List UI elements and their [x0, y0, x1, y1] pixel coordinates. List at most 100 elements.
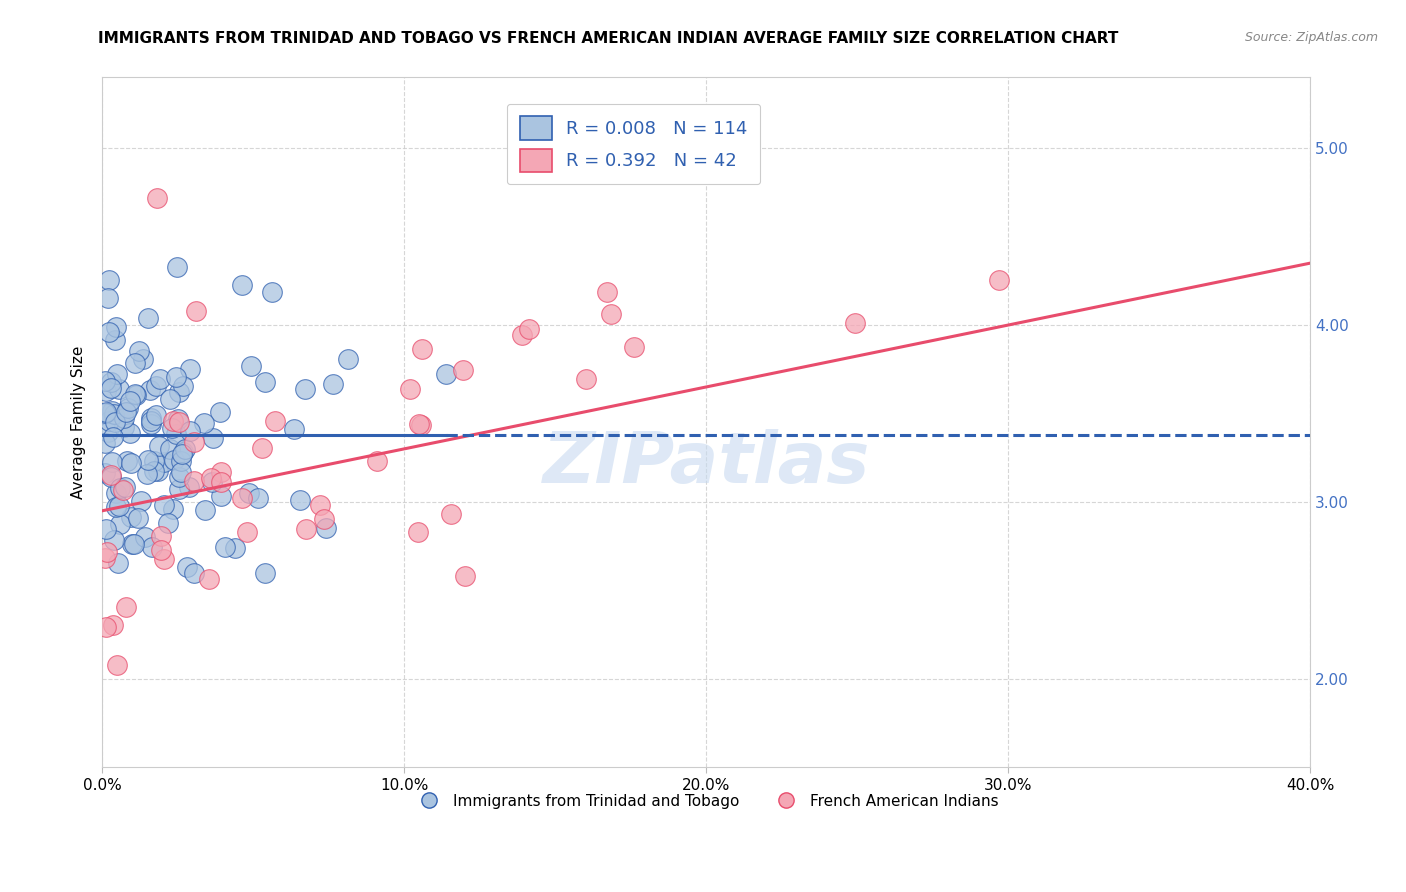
Point	[101, 430, 124, 444]
Point	[183, 566, 205, 580]
Point	[115, 599, 138, 614]
Point	[451, 363, 474, 377]
Point	[314, 512, 336, 526]
Point	[309, 498, 332, 512]
Point	[104, 415, 127, 429]
Point	[115, 454, 138, 468]
Point	[121, 537, 143, 551]
Point	[94, 384, 117, 398]
Point	[132, 351, 155, 366]
Point	[211, 489, 233, 503]
Point	[108, 499, 131, 513]
Point	[110, 482, 132, 496]
Point	[97, 326, 120, 340]
Point	[94, 374, 117, 388]
Point	[145, 379, 167, 393]
Point	[167, 412, 190, 426]
Point	[337, 351, 360, 366]
Point	[112, 420, 135, 434]
Point	[434, 367, 457, 381]
Point	[101, 455, 124, 469]
Point	[100, 468, 122, 483]
Point	[108, 383, 131, 397]
Point	[193, 502, 215, 516]
Point	[101, 403, 124, 417]
Point	[209, 465, 232, 479]
Point	[290, 493, 312, 508]
Point	[148, 439, 170, 453]
Point	[136, 453, 159, 467]
Point	[600, 307, 623, 321]
Point	[129, 493, 152, 508]
Point	[987, 273, 1010, 287]
Point	[253, 375, 276, 389]
Point	[159, 392, 181, 407]
Point	[149, 372, 172, 386]
Point	[153, 498, 176, 512]
Point	[411, 342, 433, 356]
Point	[120, 425, 142, 440]
Point	[96, 620, 118, 634]
Point	[366, 454, 388, 468]
Point	[98, 414, 121, 428]
Point	[105, 486, 128, 500]
Point	[100, 381, 122, 395]
Point	[100, 376, 122, 390]
Point	[510, 327, 533, 342]
Point	[170, 465, 193, 479]
Text: IMMIGRANTS FROM TRINIDAD AND TOBAGO VS FRENCH AMERICAN INDIAN AVERAGE FAMILY SIZ: IMMIGRANTS FROM TRINIDAD AND TOBAGO VS F…	[98, 31, 1119, 46]
Point	[184, 304, 207, 318]
Point	[135, 467, 157, 481]
Point	[411, 417, 433, 432]
Point	[172, 444, 194, 458]
Point	[172, 446, 194, 460]
Point	[120, 456, 142, 470]
Point	[149, 542, 172, 557]
Point	[162, 414, 184, 428]
Point	[94, 436, 117, 450]
Point	[162, 421, 184, 435]
Point	[145, 409, 167, 423]
Point	[94, 522, 117, 536]
Point	[177, 479, 200, 493]
Point	[254, 566, 277, 580]
Point	[294, 382, 316, 396]
Point	[231, 277, 253, 292]
Point	[179, 362, 201, 376]
Point	[283, 422, 305, 436]
Text: Source: ZipAtlas.com: Source: ZipAtlas.com	[1244, 31, 1378, 45]
Point	[104, 500, 127, 515]
Point	[105, 368, 128, 382]
Point	[94, 550, 117, 565]
Point	[104, 333, 127, 347]
Point	[141, 540, 163, 554]
Point	[105, 657, 128, 672]
Point	[231, 491, 253, 505]
Point	[111, 483, 134, 498]
Point	[166, 260, 188, 274]
Point	[595, 285, 617, 299]
Point	[183, 434, 205, 449]
Point	[200, 471, 222, 485]
Point	[94, 406, 117, 420]
Point	[406, 525, 429, 540]
Point	[262, 285, 284, 300]
Point	[440, 507, 463, 521]
Point	[165, 369, 187, 384]
Text: ZIPatlas: ZIPatlas	[543, 429, 870, 499]
Point	[97, 291, 120, 305]
Point	[170, 454, 193, 468]
Point	[97, 425, 120, 439]
Point	[240, 359, 263, 373]
Point	[399, 382, 422, 396]
Point	[198, 572, 221, 586]
Point	[264, 414, 287, 428]
Point	[517, 322, 540, 336]
Point	[134, 530, 156, 544]
Point	[120, 510, 142, 524]
Point	[238, 485, 260, 500]
Point	[124, 356, 146, 370]
Point	[167, 384, 190, 399]
Point	[107, 556, 129, 570]
Point	[214, 540, 236, 554]
